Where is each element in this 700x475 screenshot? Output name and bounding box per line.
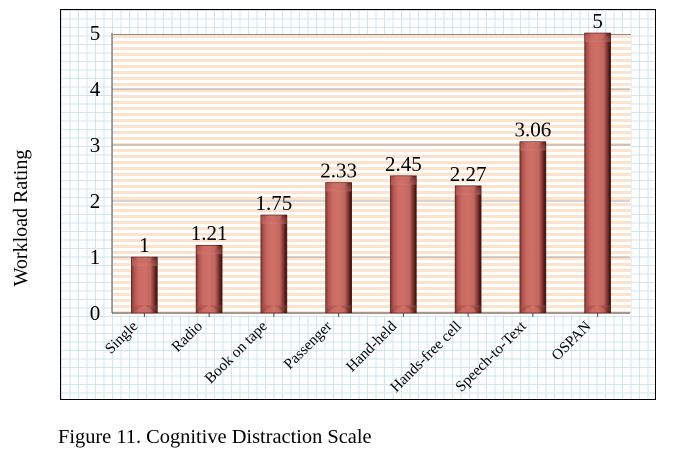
svg-text:1: 1 bbox=[139, 233, 150, 257]
svg-text:2.33: 2.33 bbox=[320, 159, 357, 183]
svg-text:1.21: 1.21 bbox=[191, 221, 228, 245]
svg-text:1.75: 1.75 bbox=[256, 191, 293, 215]
svg-text:Radio: Radio bbox=[168, 318, 206, 356]
svg-text:0: 0 bbox=[90, 301, 101, 325]
svg-text:3: 3 bbox=[90, 133, 101, 157]
svg-text:Book on tape: Book on tape bbox=[201, 318, 270, 387]
svg-text:1: 1 bbox=[90, 245, 101, 269]
svg-text:3.06: 3.06 bbox=[515, 118, 552, 142]
svg-text:5: 5 bbox=[90, 21, 101, 45]
svg-text:2.27: 2.27 bbox=[450, 162, 487, 186]
svg-text:Passenger: Passenger bbox=[280, 318, 335, 373]
svg-text:2.45: 2.45 bbox=[385, 152, 422, 176]
svg-text:Hand-held: Hand-held bbox=[343, 318, 401, 376]
svg-text:4: 4 bbox=[90, 77, 101, 101]
svg-text:2: 2 bbox=[90, 189, 101, 213]
svg-text:5: 5 bbox=[592, 9, 603, 33]
svg-text:Single: Single bbox=[102, 318, 142, 358]
svg-text:OSPAN: OSPAN bbox=[548, 318, 594, 364]
